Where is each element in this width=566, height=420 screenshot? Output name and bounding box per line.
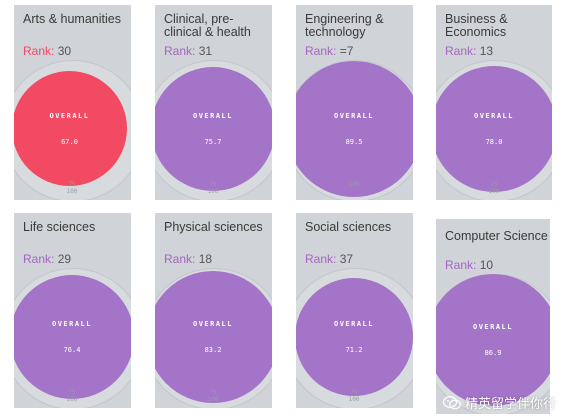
card-title: Computer Science <box>445 229 548 243</box>
subject-card-engineering-technology: Engineering & technology Rank: =7 OVERAL… <box>296 5 413 200</box>
rank-label: Rank: <box>305 252 337 266</box>
card-title: Clinical, pre- clinical & health <box>164 12 251 39</box>
card-title: Physical sciences <box>164 220 263 234</box>
subject-card-business-economics: Business & Economics Rank: 13 OVERALL 78… <box>436 5 552 200</box>
score-scale: 75 100 <box>334 389 374 403</box>
card-title: Arts & humanities <box>23 12 121 26</box>
rank: Rank: 18 <box>164 252 212 266</box>
scale-max: 100 <box>66 188 78 195</box>
scale-max: 100 <box>488 188 500 195</box>
scale-max: 100 <box>66 396 78 403</box>
score-scale: 75 100 <box>193 181 233 195</box>
rank-label: Rank: <box>23 252 55 266</box>
overall-score: 83.2 <box>204 346 222 354</box>
overall-label: OVERALL <box>333 320 374 328</box>
card-title: Social sciences <box>305 220 392 234</box>
overall-score: 71.2 <box>345 346 363 354</box>
subject-card-clinical-health: Clinical, pre- clinical & health Rank: 3… <box>155 5 272 200</box>
overall-label: OVERALL <box>51 320 92 328</box>
scale-mid: 75 <box>209 181 217 188</box>
subject-card-social-sciences: Social sciences Rank: 37 OVERALL 71.2 75… <box>296 213 413 408</box>
subject-card-life-sciences: Life sciences Rank: 29 OVERALL 76.4 75 1… <box>14 213 131 408</box>
score-scale: 100 <box>334 181 374 188</box>
rank-label: Rank: <box>164 252 196 266</box>
scale-mid: 75 <box>350 389 358 396</box>
overall-score-circle: OVERALL 76.4 <box>14 275 131 399</box>
overall-label: OVERALL <box>333 112 374 120</box>
rank-label: Rank: <box>164 44 196 58</box>
scale-mid: 75 <box>209 389 217 396</box>
rank: Rank: 29 <box>23 252 71 266</box>
rank-value: =7 <box>339 44 354 58</box>
rank: Rank: 30 <box>23 44 71 58</box>
card-title: Business & Economics <box>445 12 508 39</box>
watermark-text: 精英留学伴你行 <box>464 396 556 411</box>
rank-value: 13 <box>479 44 494 58</box>
overall-label: OVERALL <box>473 112 514 120</box>
scale-mid: 75 <box>490 181 498 188</box>
subject-card-arts-humanities: Arts & humanities Rank: 30 OVERALL 67.0 … <box>14 5 131 200</box>
rank-label: Rank: <box>445 44 477 58</box>
rank: Rank: =7 <box>305 44 353 58</box>
overall-label: OVERALL <box>49 111 90 120</box>
overall-label: OVERALL <box>192 320 233 328</box>
card-title: Engineering & technology <box>305 12 384 39</box>
wechat-icon <box>442 395 461 410</box>
overall-score: 78.0 <box>485 138 503 146</box>
score-scale: 75 100 <box>52 389 92 403</box>
rank-value: 10 <box>479 258 494 272</box>
rank-value: 31 <box>198 44 213 58</box>
overall-score-circle: OVERALL 67.0 <box>14 71 127 186</box>
card-title: Life sciences <box>23 220 96 234</box>
overall-score-circle: OVERALL 71.2 <box>296 278 413 396</box>
overall-score: 67.0 <box>61 137 78 146</box>
rank-label: Rank: <box>305 44 337 58</box>
overall-label: OVERALL <box>192 112 233 120</box>
rank: Rank: 13 <box>445 44 493 58</box>
scale-max: 100 <box>348 181 360 188</box>
scale-mid: 75 <box>68 389 76 396</box>
overall-score: 76.4 <box>63 346 81 354</box>
overall-label: OVERALL <box>472 323 513 331</box>
overall-score-circle: OVERALL 78.0 <box>436 66 552 192</box>
scale-max: 100 <box>207 396 219 403</box>
overall-score: 75.7 <box>204 138 222 146</box>
rank-value: 37 <box>339 252 354 266</box>
overall-score: 86.9 <box>484 349 502 357</box>
overall-score: 89.5 <box>345 138 363 146</box>
rank: Rank: 37 <box>305 252 353 266</box>
rank: Rank: 31 <box>164 44 212 58</box>
score-scale: 75 100 <box>52 181 92 195</box>
overall-score-circle: OVERALL 86.9 <box>436 274 550 406</box>
rank-value: 29 <box>57 252 72 266</box>
score-scale: 75 100 <box>193 389 233 403</box>
scale-max: 100 <box>348 396 360 403</box>
watermark: 精英留学伴你行 <box>442 393 556 412</box>
subject-card-computer-science: Computer Science Rank: 10 OVERALL 86.9 <box>436 219 550 414</box>
overall-score-circle: OVERALL 89.5 <box>296 61 413 197</box>
overall-score-circle: OVERALL 83.2 <box>155 271 272 403</box>
score-scale: 75 100 <box>474 181 514 195</box>
scale-max: 100 <box>207 188 219 195</box>
scale-mid: 75 <box>68 181 76 188</box>
rank: Rank: 10 <box>445 258 493 272</box>
rank-label: Rank: <box>23 44 55 58</box>
rank-value: 30 <box>57 44 72 58</box>
overall-score-circle: OVERALL 75.7 <box>155 67 272 191</box>
subject-card-physical-sciences: Physical sciences Rank: 18 OVERALL 83.2 … <box>155 213 272 408</box>
rank-value: 18 <box>198 252 213 266</box>
rank-label: Rank: <box>445 258 477 272</box>
